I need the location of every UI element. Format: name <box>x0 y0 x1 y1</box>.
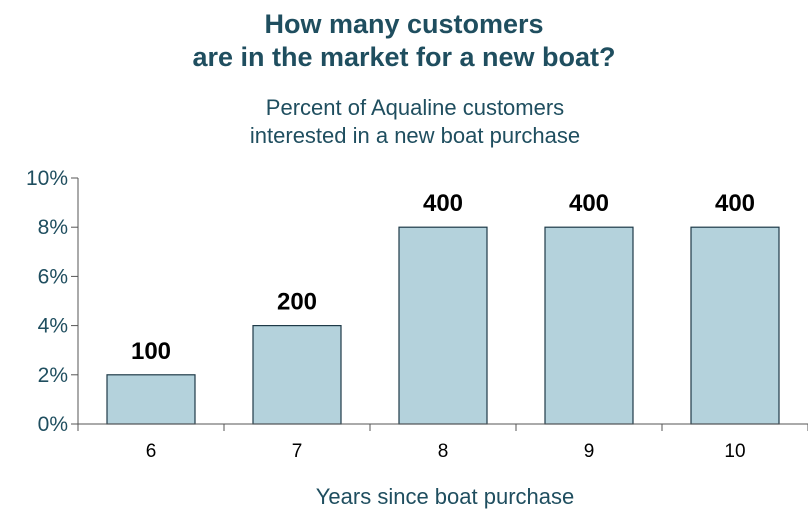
chart-subtitle-line-2: interested in a new boat purchase <box>249 123 581 148</box>
data-label: 200 <box>277 289 317 316</box>
x-tick-label: 9 <box>584 441 595 462</box>
chart-subtitle-line-1: Percent of Aqualine customers <box>265 95 565 120</box>
y-tick-label: 4% <box>38 315 68 338</box>
chart-title: How many customers are in the market for… <box>0 8 808 74</box>
y-tick-label: 0% <box>38 413 68 436</box>
data-label: 100 <box>131 338 171 365</box>
bar <box>106 374 196 425</box>
x-axis: 6 7 8 9 10 <box>77 423 808 462</box>
x-axis-label: Years since boat purchase <box>315 484 575 509</box>
y-tick-label: 8% <box>38 216 68 239</box>
bar <box>544 226 634 425</box>
chart-title-line-2: are in the market for a new boat? <box>192 42 616 72</box>
x-tick-label: 6 <box>146 441 157 462</box>
y-tick-label: 6% <box>38 265 68 288</box>
chart-title-line-1: How many customers <box>264 9 544 39</box>
x-tick-label: 8 <box>438 441 449 462</box>
data-label: 400 <box>423 190 463 217</box>
bar <box>398 226 488 425</box>
chart-subtitle: Percent of Aqualine customers interested… <box>0 94 808 150</box>
bars: 100 200 400 400 400 <box>106 190 780 425</box>
data-label: 400 <box>715 190 755 217</box>
bar <box>690 226 780 425</box>
bar <box>252 325 342 425</box>
data-label: 400 <box>569 190 609 217</box>
x-tick-label: 10 <box>724 441 745 462</box>
y-tick-label: 10% <box>26 167 68 190</box>
y-tick-label: 2% <box>38 364 68 387</box>
y-axis-ticks: 0% 2% 4% 6% 8% 10% <box>26 167 79 436</box>
x-tick-label: 7 <box>292 441 303 462</box>
